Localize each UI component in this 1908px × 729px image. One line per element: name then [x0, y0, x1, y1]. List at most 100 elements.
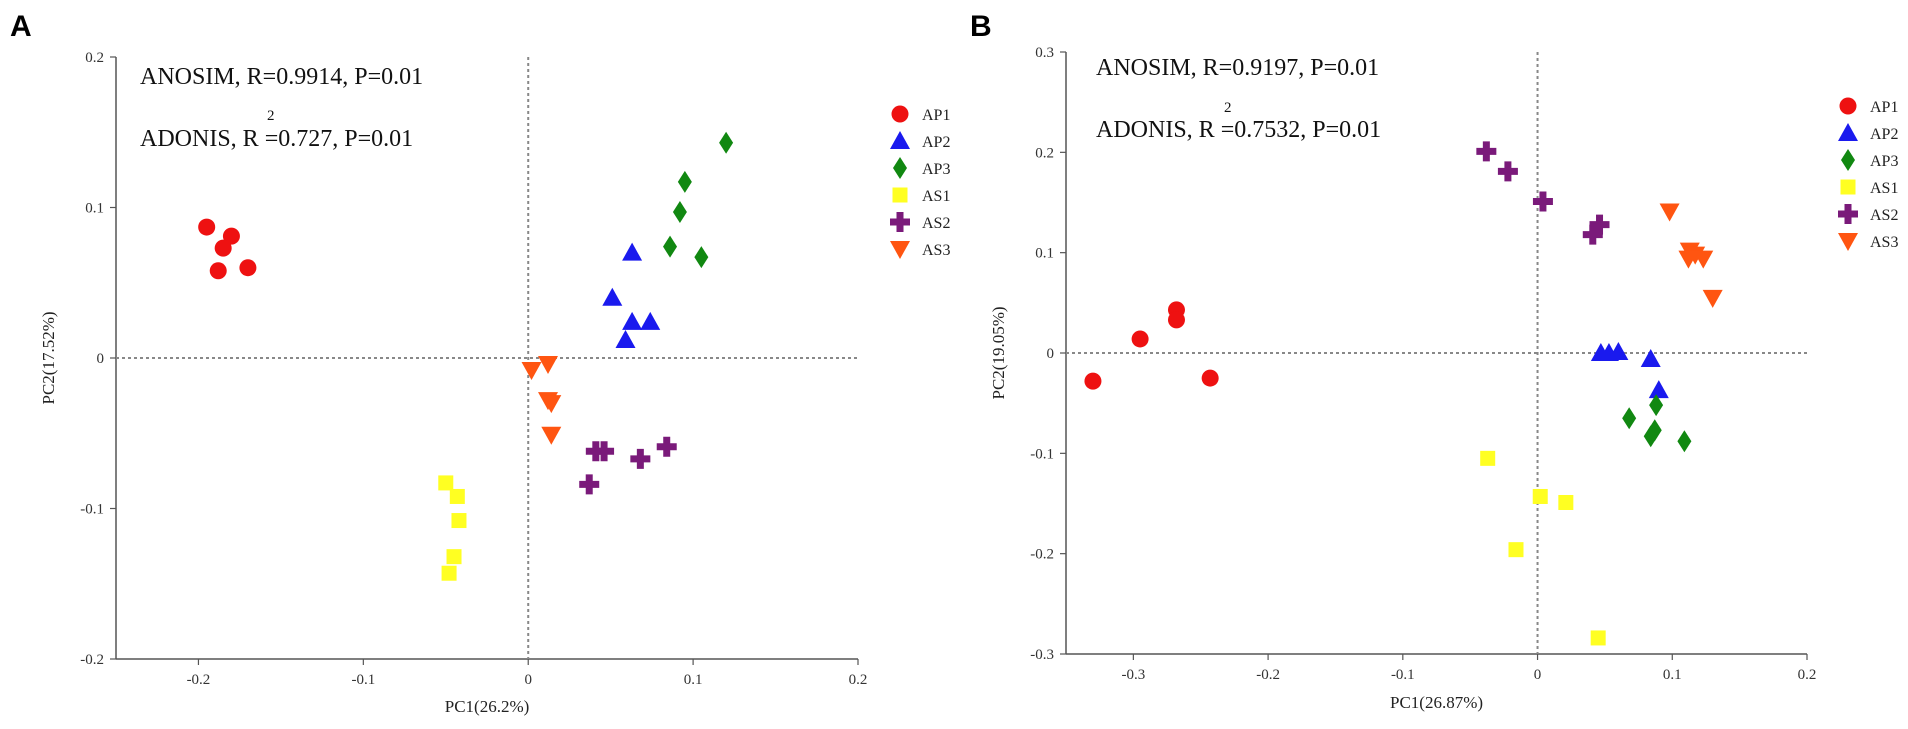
- legend-marker-ap1-a: [891, 105, 909, 123]
- panel-a-label: A: [10, 10, 32, 43]
- point-as3-b: [1659, 203, 1680, 222]
- y-tick-label-a: -0.2: [80, 652, 104, 668]
- x-tick-label-b: -0.2: [1256, 667, 1280, 683]
- anosim-annotation-a: ANOSIM, R=0.9914, P=0.01: [140, 64, 423, 90]
- point-ap2-b: [1640, 349, 1661, 368]
- legend-label-as1-b: AS1: [1870, 180, 1898, 197]
- point-as2-b: [1582, 224, 1603, 245]
- point-ap3-b: [1643, 425, 1658, 448]
- point-as1-b: [1532, 488, 1548, 504]
- point-ap1-a: [222, 227, 240, 245]
- point-as1-a: [441, 565, 457, 581]
- point-as1-b: [1480, 450, 1496, 466]
- point-ap1-a: [209, 262, 227, 280]
- x-tick-label-b: -0.3: [1121, 667, 1145, 683]
- legend-marker-as3-b: [1838, 233, 1858, 251]
- point-ap3-b: [1622, 407, 1637, 430]
- y-tick-label-b: 0.1: [1035, 246, 1054, 262]
- legend-marker-as3-a: [890, 241, 910, 259]
- point-ap1-b: [1201, 369, 1219, 387]
- y-tick-label-a: 0: [97, 351, 105, 367]
- point-ap2-a: [622, 311, 643, 330]
- x-tick-label-b: 0.2: [1798, 667, 1817, 683]
- point-as2-a: [579, 474, 600, 495]
- point-ap1-b: [1167, 311, 1185, 329]
- anosim-annotation-b: ANOSIM, R=0.9197, P=0.01: [1096, 55, 1379, 81]
- point-as1-b: [1558, 494, 1574, 510]
- legend-marker-ap3-b: [1841, 149, 1855, 171]
- chart-b: -0.3 -0.2 -0.1 0 0.1 0.2 -0.3 -0.2 -0.1 0 0.1 0.2 0.…: [989, 45, 1898, 712]
- point-ap2-b: [1648, 380, 1669, 399]
- legend-label-as1-a: AS1: [922, 188, 950, 205]
- point-ap2-a: [622, 242, 643, 261]
- point-as2-b: [1476, 141, 1497, 162]
- point-ap2-a: [602, 287, 623, 306]
- point-as3-a: [521, 362, 542, 381]
- point-as2-a: [630, 448, 651, 469]
- legend-label-as3-b: AS3: [1870, 234, 1898, 251]
- point-as1-a: [446, 549, 462, 565]
- point-ap3-b: [1677, 430, 1692, 453]
- legend-label-as2-a: AS2: [922, 215, 950, 232]
- point-ap3-b: [1649, 394, 1664, 417]
- point-as3-b: [1702, 289, 1723, 308]
- point-ap2-a: [615, 329, 636, 348]
- point-as3-a: [541, 395, 562, 414]
- point-ap2-b: [1598, 343, 1619, 361]
- point-as2-a: [656, 436, 677, 457]
- point-ap3-a: [663, 235, 678, 258]
- point-ap1-a: [214, 239, 232, 257]
- point-as1-b: [1590, 630, 1606, 646]
- chart-a: -0.2 -0.1 0 0.1 0.2 -0.2 -0.1 0 0.1 0.2 PC1(26.2%)…: [39, 50, 950, 716]
- point-ap3-a: [719, 131, 734, 154]
- y-tick-label-b: 0: [1047, 346, 1055, 362]
- legend-label-as3-a: AS3: [922, 242, 950, 259]
- y-tick-label-a: 0.2: [85, 50, 104, 66]
- y-axis-title-b: PC2(19.05%): [989, 306, 1008, 399]
- legend-marker-ap2-b: [1838, 123, 1858, 141]
- y-tick-label-b: 0.3: [1035, 45, 1054, 61]
- point-ap1-b: [1084, 372, 1102, 390]
- legend-label-ap1-a: AP1: [922, 107, 950, 124]
- point-as2-b: [1589, 214, 1610, 235]
- legend-label-ap3-a: AP3: [922, 161, 950, 178]
- legend-label-ap1-b: AP1: [1870, 99, 1898, 116]
- x-tick-label-a: 0.2: [849, 672, 868, 688]
- x-tick-label-a: 0.1: [684, 672, 703, 688]
- point-ap1-a: [239, 259, 257, 277]
- adonis-superscript-a: 2: [267, 108, 275, 124]
- x-tick-label-b: 0: [1534, 667, 1542, 683]
- point-as2-a: [594, 441, 615, 462]
- legend-label-ap2-b: AP2: [1870, 126, 1898, 143]
- x-tick-label-a: -0.1: [351, 672, 375, 688]
- x-tick-label-b: -0.1: [1391, 667, 1415, 683]
- point-as1-a: [438, 475, 454, 491]
- legend-marker-as2-a: [890, 212, 910, 232]
- x-tick-label-a: 0: [524, 672, 532, 688]
- y-tick-label-b: -0.3: [1030, 647, 1054, 663]
- point-as1-b: [1508, 542, 1524, 558]
- y-tick-label-a: 0.1: [85, 201, 104, 217]
- x-axis-title-a: PC1(26.2%): [445, 697, 530, 716]
- x-axis-title-b: PC1(26.87%): [1390, 693, 1483, 712]
- y-tick-label-b: -0.2: [1030, 547, 1054, 563]
- point-as2-b: [1532, 191, 1553, 212]
- legend-marker-as1-b: [1840, 179, 1856, 195]
- legend-marker-ap3-a: [893, 157, 907, 179]
- point-as2-b: [1497, 161, 1518, 182]
- adonis-superscript-b: 2: [1224, 100, 1232, 116]
- legend-marker-ap1-b: [1839, 97, 1857, 115]
- legend-marker-as2-b: [1838, 204, 1858, 224]
- y-tick-label-b: -0.1: [1030, 446, 1054, 462]
- point-ap1-b: [1131, 330, 1149, 348]
- point-as3-a: [538, 356, 559, 375]
- point-ap3-a: [694, 246, 709, 269]
- point-as3-b: [1693, 250, 1714, 269]
- point-as1-a: [451, 513, 467, 529]
- point-as3-b: [1678, 250, 1699, 269]
- x-tick-label-a: -0.2: [187, 672, 211, 688]
- adonis-annotation-b: ADONIS, R =0.7532, P=0.01: [1096, 117, 1381, 143]
- legend-marker-ap2-a: [890, 131, 910, 149]
- panel-b-label: B: [970, 10, 992, 43]
